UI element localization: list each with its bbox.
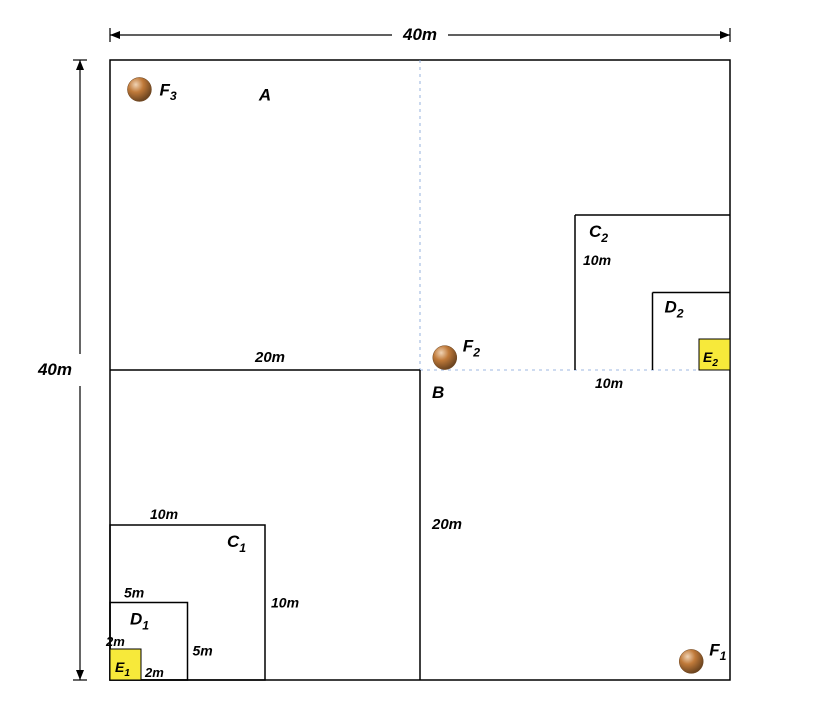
label-D1: D1 [130, 610, 149, 633]
label-F1: F1 [709, 640, 726, 663]
E1-right-2m: 2m [144, 665, 164, 680]
C1-right-10m: 10m [271, 595, 299, 611]
left-dim-label: 40m [37, 360, 72, 379]
left-dim-arrow-b [76, 670, 84, 680]
E1-top-2m: 2m [105, 634, 125, 649]
left-dim-arrow-t [76, 60, 84, 70]
top-dim-label: 40m [402, 25, 437, 44]
label-C2: C2 [589, 222, 608, 245]
diagram-stage: 40m40mA20mB20m10mC110m5mD15mE12m2mC210mD… [0, 0, 821, 728]
D2-bottom-10m: 10m [595, 375, 623, 391]
top-dim-arrow-r [720, 31, 730, 39]
C1-top-10m: 10m [150, 506, 178, 522]
label-20m-h: 20m [254, 349, 285, 366]
sphere-F1 [679, 649, 703, 673]
sphere-F2 [433, 346, 457, 370]
label-20m-v: 20m [431, 516, 462, 533]
C2-left-10m: 10m [583, 252, 611, 268]
sphere-F3 [127, 77, 151, 101]
top-dim-arrow-l [110, 31, 120, 39]
label-C1: C1 [227, 532, 246, 555]
label-F2: F2 [463, 337, 480, 360]
label-A: A [258, 85, 271, 104]
label-B: B [432, 383, 444, 402]
diagram-layer: 40m40mA20mB20m10mC110m5mD15mE12m2mC210mD… [37, 25, 730, 680]
diagram-svg: 40m40mA20mB20m10mC110m5mD15mE12m2mC210mD… [0, 0, 821, 728]
label-F3: F3 [159, 80, 176, 103]
D1-right-5m: 5m [193, 642, 213, 658]
label-D2: D2 [665, 298, 684, 321]
D1-top-5m: 5m [124, 585, 144, 601]
